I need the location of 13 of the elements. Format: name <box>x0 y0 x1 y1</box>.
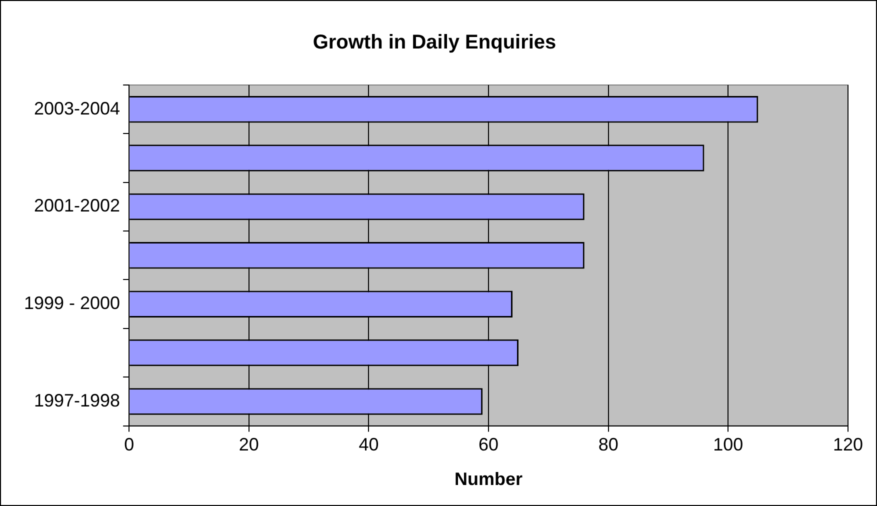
x-tick-label: 100 <box>713 434 744 455</box>
y-tick-label: 2003-2004 <box>34 98 120 118</box>
chart-title: Growth in Daily Enquiries <box>312 32 556 54</box>
x-tick-label: 60 <box>478 434 499 455</box>
x-tick-label: 80 <box>598 434 618 455</box>
x-tick-label: 0 <box>124 434 134 455</box>
x-tick-label: 120 <box>832 434 864 455</box>
x-tick-label: 20 <box>238 434 259 455</box>
y-tick-label: 1999 - 2000 <box>24 293 120 314</box>
y-tick-label: 2001-2002 <box>34 196 120 216</box>
x-axis-title: Number <box>454 469 523 490</box>
y-tick-label: 1997-1998 <box>34 390 120 410</box>
x-tick-label: 40 <box>358 434 379 455</box>
